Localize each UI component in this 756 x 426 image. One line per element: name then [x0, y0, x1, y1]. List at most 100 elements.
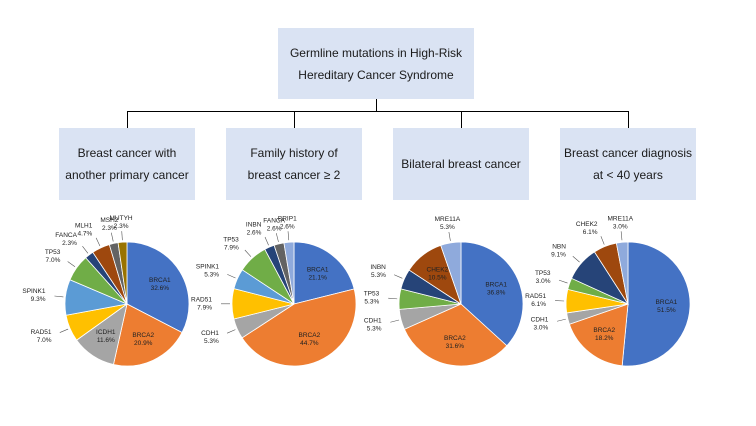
category-label-line2: another primary cancer — [65, 168, 189, 182]
slice-label: TP53 — [364, 290, 380, 297]
slice-label: INBN — [246, 222, 262, 229]
slice-percent: 18.2% — [595, 335, 614, 342]
slice-percent: 51.5% — [657, 307, 676, 314]
slice-label: SPINK1 — [22, 288, 46, 295]
slice-percent: 2.3% — [62, 240, 77, 247]
pie-slice-brca1 — [460, 241, 524, 347]
slice-percent: 9.3% — [31, 296, 46, 303]
slice-label: BRIP1 — [278, 215, 297, 222]
pie-chart-3: BRCA151.5%BRCA218.2%CDH13.0%RAD516.1%TP5… — [525, 215, 691, 367]
slice-label: BRCA1 — [149, 277, 171, 284]
slice-percent: 36.8% — [487, 289, 506, 296]
connector-drop-3 — [628, 111, 629, 128]
category-box-family-history: Family history of breast cancer ≥ 2 — [226, 128, 362, 200]
pie-slice-mre11a — [440, 241, 462, 305]
leader-line — [600, 236, 605, 245]
slice-label: TP53 — [45, 249, 61, 256]
slice-percent: 9.1% — [551, 251, 566, 258]
category-label-line2: breast cancer ≥ 2 — [247, 168, 341, 182]
slice-label: TP53 — [223, 236, 239, 243]
leader-line — [572, 256, 580, 263]
slice-percent: 2.6% — [267, 225, 282, 232]
pie-chart-1: BRCA121.1%BRCA244.7%CDH15.3%RAD517.9%SPI… — [191, 215, 357, 367]
slice-label: BRCA2 — [299, 332, 321, 339]
leader-line — [121, 231, 123, 241]
leader-line — [394, 274, 403, 279]
slice-label: BRCA1 — [485, 281, 507, 288]
slice-percent: 10.5% — [428, 275, 447, 282]
slice-label: CDH1 — [531, 316, 549, 323]
slice-percent: 5.3% — [371, 272, 386, 279]
pie-chart-2: BRCA136.8%BRCA231.6%CDH15.3%TP535.3%INBN… — [364, 216, 524, 367]
pie-slice-brca1 — [293, 241, 355, 305]
category-label-line2: at < 40 years — [593, 168, 663, 182]
slice-percent: 11.6% — [97, 337, 115, 344]
connector-drop-2 — [461, 111, 462, 128]
leader-line — [226, 329, 236, 334]
slice-label: FANCA — [55, 232, 77, 239]
slice-percent: 5.3% — [204, 338, 219, 345]
category-box-other-primary: Breast cancer with another primary cance… — [59, 128, 195, 200]
slice-label: MRE11A — [435, 216, 461, 223]
slice-label: FANCA — [263, 217, 285, 224]
slice-label: ICDH1 — [96, 329, 116, 336]
connector-horizontal — [127, 111, 629, 112]
slice-percent: 7.9% — [224, 244, 239, 251]
slice-label: TP53 — [535, 270, 551, 277]
slice-label: RAD51 — [191, 297, 212, 304]
slice-percent: 31.6% — [446, 343, 465, 350]
slice-label: RAD51 — [31, 329, 52, 336]
slice-percent: 5.3% — [367, 326, 382, 333]
slice-label: BRCA2 — [444, 335, 466, 342]
leader-line — [264, 236, 269, 246]
leader-line — [111, 232, 114, 242]
pie-slice-brip1 — [283, 241, 295, 305]
category-box-bilateral: Bilateral breast cancer — [393, 128, 529, 200]
leader-line — [275, 233, 279, 242]
slice-label: NBN — [552, 243, 566, 250]
slice-label: INBN — [370, 264, 386, 271]
leader-line — [59, 328, 69, 333]
category-label-line1: Family history of — [250, 146, 338, 160]
slice-percent: 2.6% — [247, 230, 262, 237]
slice-label: SPINK1 — [196, 264, 220, 271]
slice-label: CDH1 — [364, 318, 382, 325]
slice-label: BRCA1 — [656, 299, 678, 306]
slice-percent: 7.9% — [197, 305, 212, 312]
slice-label: BRCA1 — [307, 267, 329, 274]
pie-slice-mutyh — [117, 241, 128, 305]
slice-percent: 7.0% — [37, 337, 52, 344]
slice-label: RAD51 — [525, 293, 546, 300]
slice-percent: 5.3% — [204, 272, 219, 279]
slice-percent: 7.0% — [46, 257, 61, 264]
pie-slice-brca2 — [113, 303, 183, 367]
category-box-under-40: Breast cancer diagnosis at < 40 years — [560, 128, 696, 200]
slice-percent: 3.0% — [534, 324, 549, 331]
connector-drop-1 — [294, 111, 295, 128]
leader-line — [620, 231, 623, 241]
leader-line — [95, 237, 101, 247]
connector-drop-0 — [127, 111, 128, 128]
leader-line — [244, 249, 252, 257]
leader-line — [82, 245, 89, 254]
slice-percent: 6.1% — [583, 229, 598, 236]
pie-slice-brca1 — [621, 241, 691, 367]
slice-percent: 44.7% — [300, 340, 319, 347]
slice-label: CDH1 — [201, 330, 219, 337]
slice-percent: 6.1% — [531, 301, 546, 308]
slice-percent: 5.3% — [364, 298, 379, 305]
slice-percent: 32.6% — [151, 285, 170, 292]
category-label-line1: Breast cancer with — [77, 146, 177, 160]
leader-line — [388, 297, 398, 300]
slice-percent: 5.3% — [440, 224, 455, 231]
slice-label: MLH1 — [75, 223, 93, 230]
slice-label: CHEK2 — [427, 267, 449, 274]
pie-chart-0: BRCA132.6%BRCA220.9%ICDH111.6%RAD517.0%S… — [22, 215, 190, 367]
slice-percent: 3.0% — [613, 223, 628, 230]
connector-trunk — [376, 99, 377, 111]
leader-line — [67, 261, 76, 267]
slice-percent: 3.0% — [536, 278, 551, 285]
slice-percent: 2.3% — [102, 225, 117, 232]
slice-percent: 2.6% — [280, 223, 295, 230]
